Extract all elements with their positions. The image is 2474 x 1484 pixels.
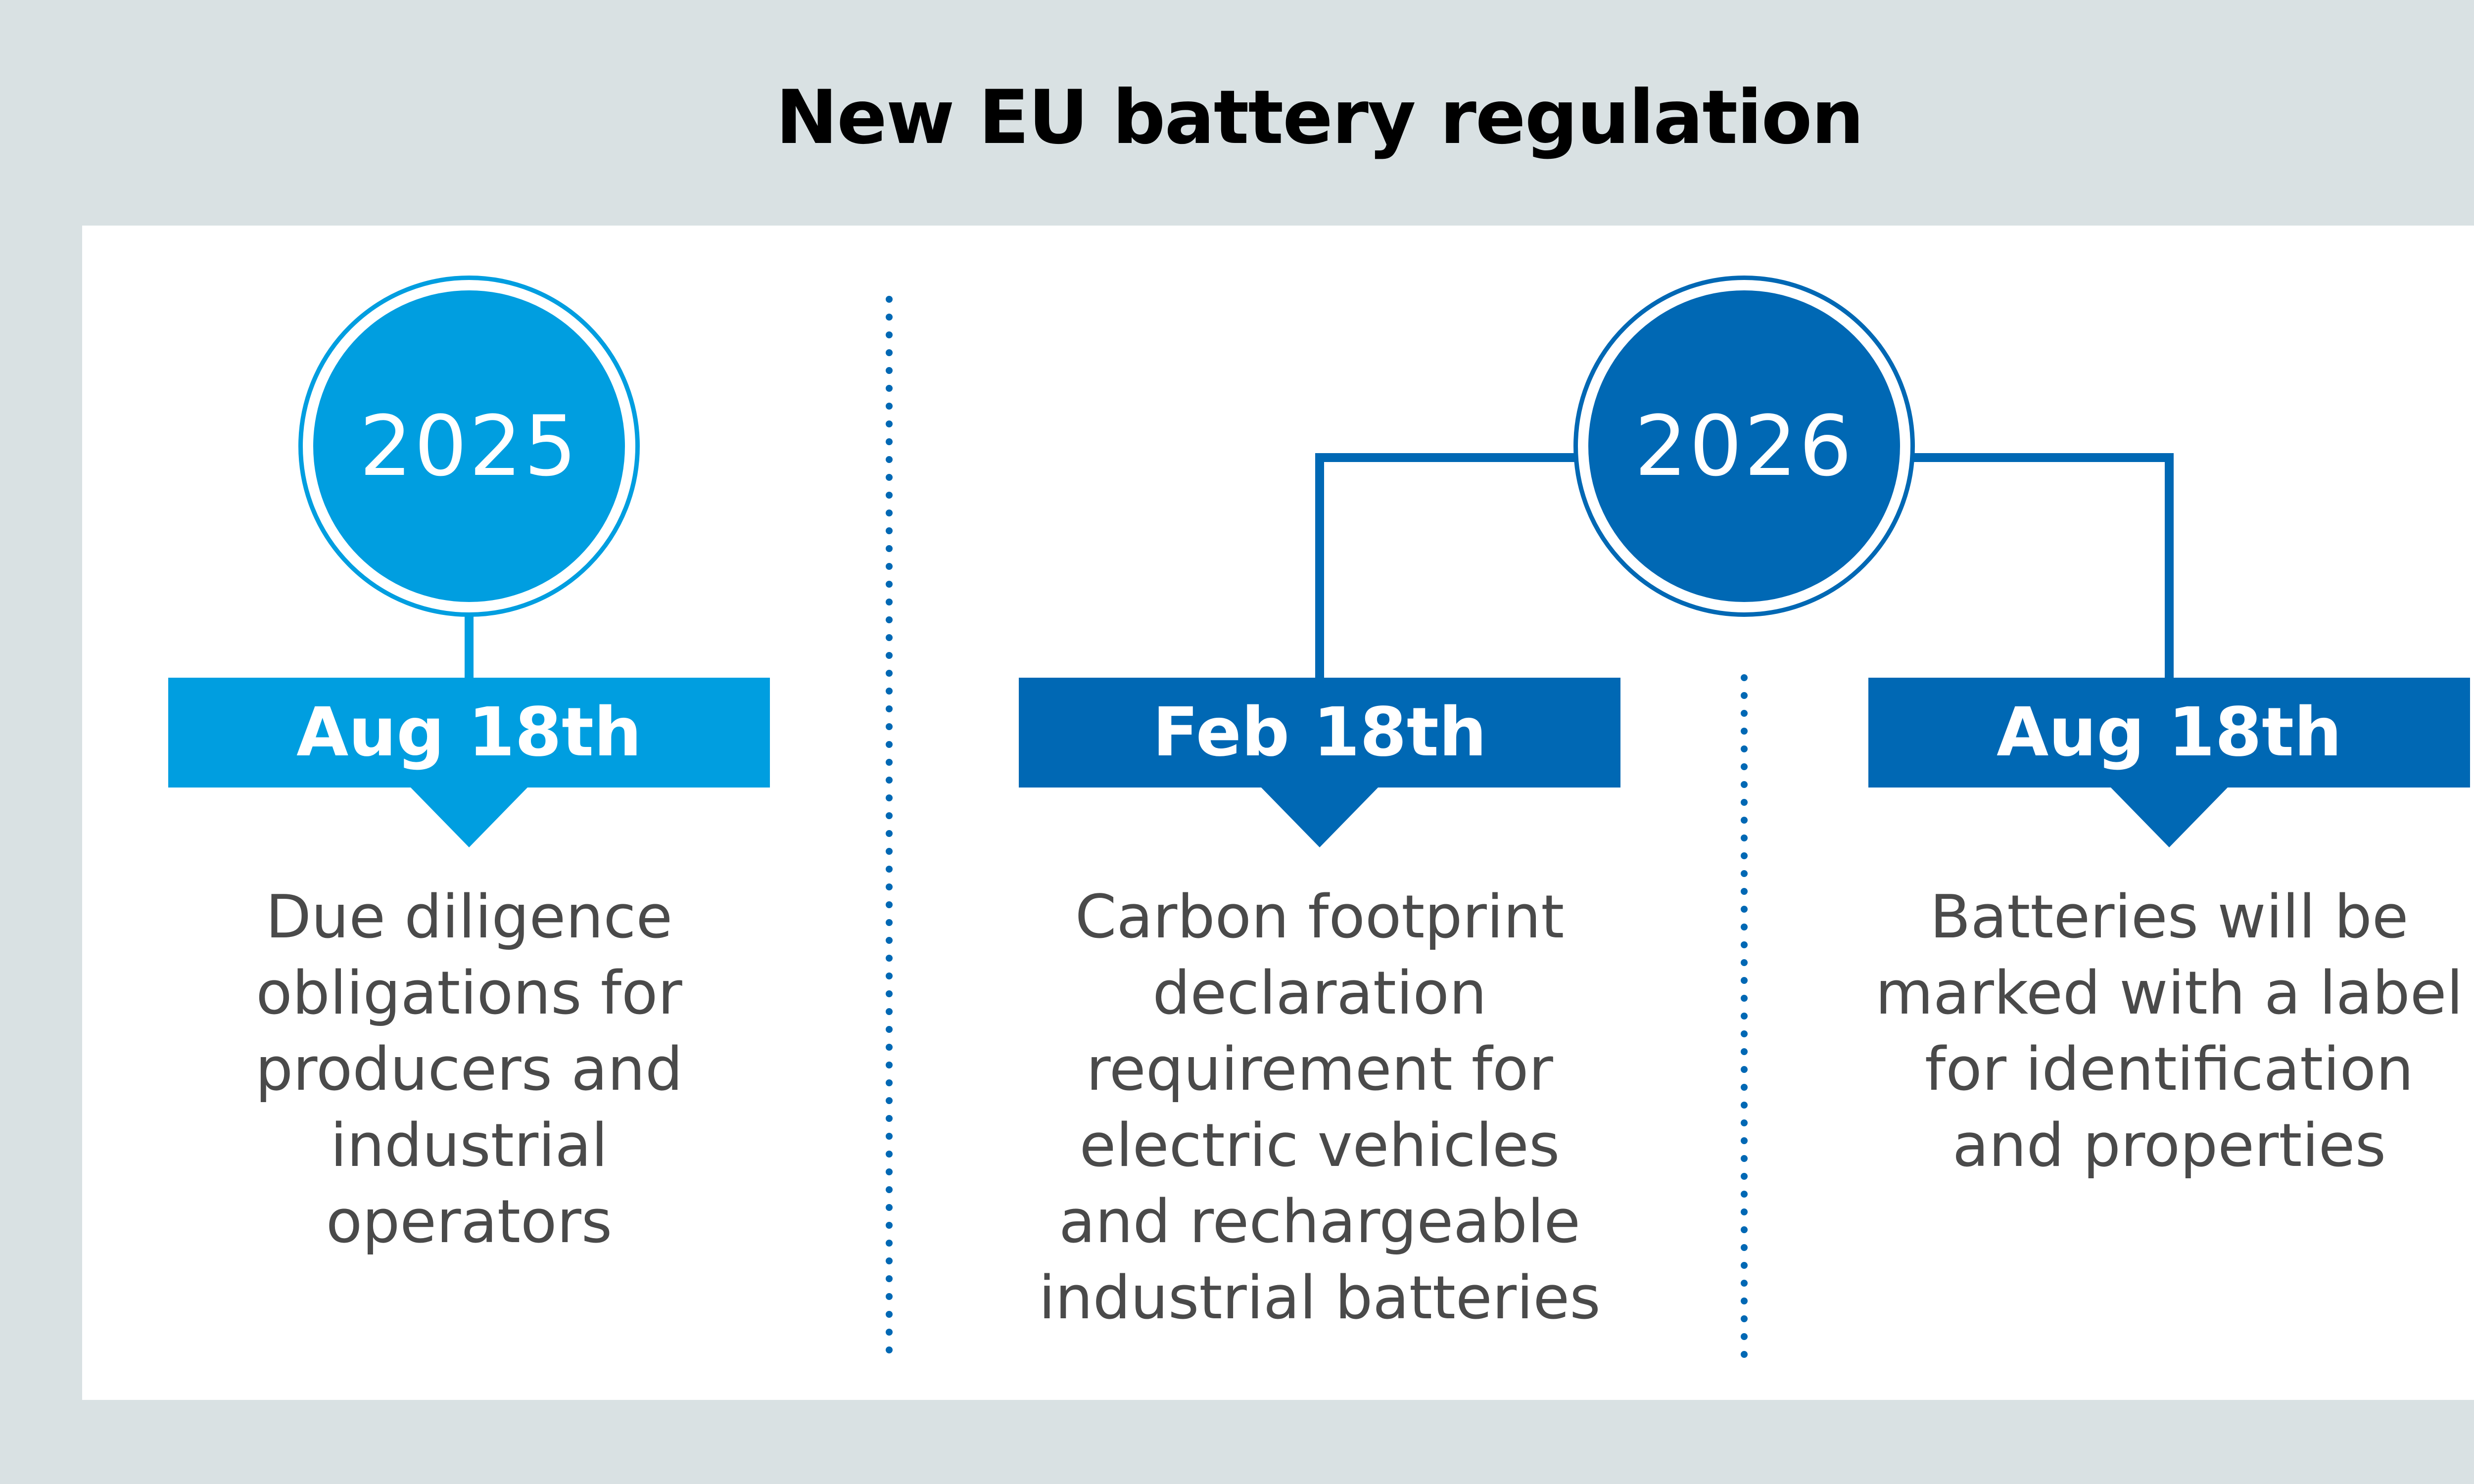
connector-2026-left <box>1315 453 1578 678</box>
year-circle-2026: 2026 <box>1573 276 1915 617</box>
year-2025-badge: 2025 <box>313 290 625 602</box>
pointer-triangle-2 <box>1260 787 1379 847</box>
date-box-2: Feb 18th <box>1019 678 1620 788</box>
connector-2026-right <box>1910 453 2174 678</box>
date-box-3: Aug 18th <box>1868 678 2470 788</box>
milestone-description-3: Batteries will be marked with a label fo… <box>1875 883 2463 1180</box>
milestone-description-2: Carbon footprint declaration requirement… <box>1039 883 1601 1333</box>
date-label-1: Aug 18th <box>296 694 642 772</box>
pointer-triangle-1 <box>410 787 528 847</box>
year-circle-2025: 2025 <box>298 276 640 617</box>
year-2026-badge: 2026 <box>1588 290 1900 602</box>
year-2025-label: 2025 <box>359 398 579 495</box>
date-box-1: Aug 18th <box>168 678 770 788</box>
milestone-description-1: Due diligence obligations for producers … <box>255 883 683 1256</box>
date-label-3: Aug 18th <box>1997 694 2342 772</box>
pointer-triangle-3 <box>2110 787 2229 847</box>
date-label-2: Feb 18th <box>1152 694 1487 772</box>
year-2026-label: 2026 <box>1634 398 1854 495</box>
page-title: New EU battery regulation <box>775 75 1864 161</box>
